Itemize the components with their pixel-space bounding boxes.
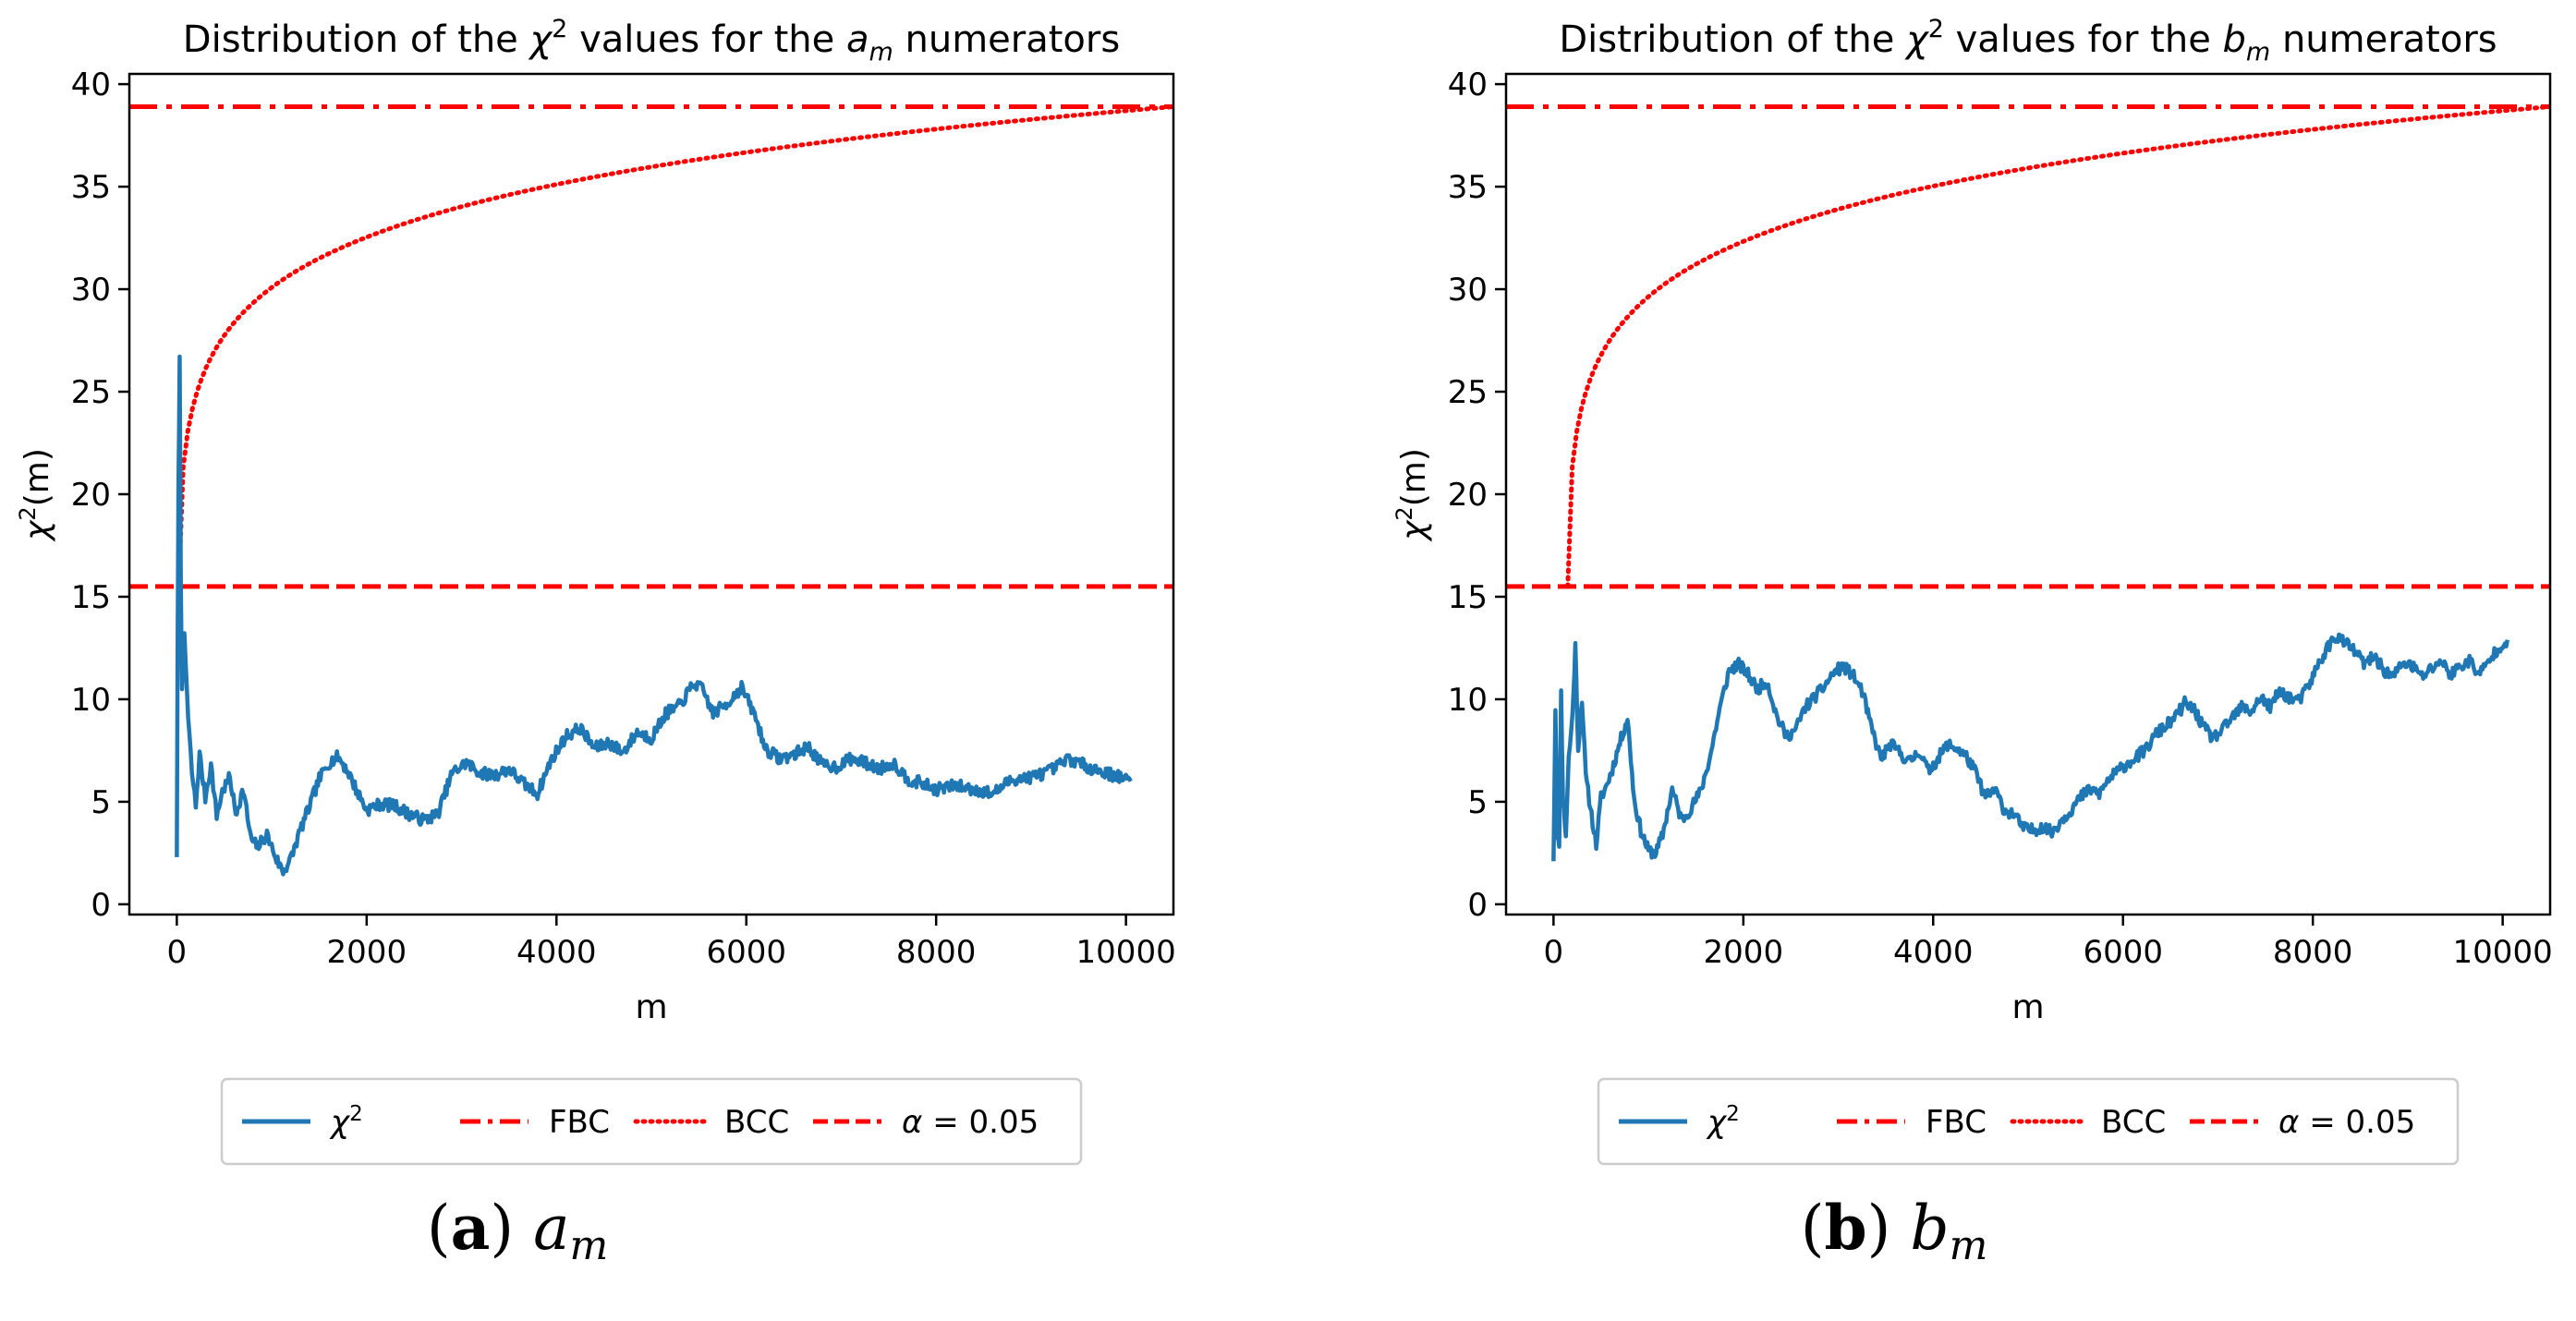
chi2-series bbox=[1551, 632, 2509, 862]
legend-bcc-text: BCC bbox=[724, 1104, 789, 1141]
x-tick-label: 2000 bbox=[1704, 934, 1784, 971]
y-tick-label: 0 bbox=[91, 887, 111, 924]
caption-a: (a) am bbox=[426, 1192, 609, 1269]
x-axis-label-a: m bbox=[635, 988, 667, 1026]
title-text-1: Distribution of the bbox=[1559, 18, 1906, 61]
x-tick-label: 10000 bbox=[2453, 934, 2553, 971]
title-text-2: values for the bbox=[1944, 18, 2223, 61]
title-text-3: numerators bbox=[893, 18, 1120, 61]
y-tick-label: 5 bbox=[91, 784, 111, 821]
title-text-1: Distribution of the bbox=[183, 18, 530, 61]
ylabel-chi-symbol: χ bbox=[1395, 519, 1433, 542]
ylabel-argument: (m) bbox=[1395, 448, 1433, 506]
y-tick-label: 15 bbox=[1448, 579, 1488, 616]
y-axis-label-a: χ2(m) bbox=[15, 448, 56, 542]
legend-label-chi2: χ2 bbox=[329, 1102, 363, 1141]
x-tick-label: 6000 bbox=[2083, 934, 2163, 971]
ylabel-superscript: 2 bbox=[1391, 506, 1417, 520]
legend-label-chi2: χ2 bbox=[1706, 1102, 1740, 1141]
legend-alpha-symbol: α bbox=[2278, 1104, 2299, 1141]
legend-bcc-text: BCC bbox=[2101, 1104, 2166, 1141]
bcc-curve bbox=[176, 104, 1173, 589]
y-axis-label-b: χ2(m) bbox=[1391, 448, 1433, 542]
y-tick-label: 30 bbox=[71, 272, 111, 309]
plot-area-a bbox=[129, 104, 1173, 877]
legend-alpha-symbol: α bbox=[902, 1104, 922, 1141]
legend-chi-superscript: 2 bbox=[1726, 1102, 1740, 1126]
y-tick-label: 10 bbox=[1448, 682, 1488, 719]
legend-label-alpha: α = 0.05 bbox=[2278, 1104, 2415, 1141]
x-tick-label: 0 bbox=[1544, 934, 1564, 971]
plot-b: Distribution of the χ2 values for the bm… bbox=[1391, 15, 2553, 1166]
legend-label-bcc: BCC bbox=[724, 1104, 789, 1141]
x-tick-label: 0 bbox=[167, 934, 188, 971]
legend-alpha-value: = 0.05 bbox=[2299, 1104, 2415, 1141]
x-tick-label: 8000 bbox=[2273, 934, 2353, 971]
y-tick-label: 20 bbox=[1448, 477, 1488, 514]
legend-label-alpha: α = 0.05 bbox=[902, 1104, 1039, 1141]
legend-label-fbc: FBC bbox=[549, 1104, 610, 1141]
y-tick-label: 25 bbox=[1448, 374, 1488, 411]
title-text-2: values for the bbox=[567, 18, 846, 61]
title-chi-symbol: χ bbox=[529, 18, 553, 61]
x-axis-label-b: m bbox=[2011, 988, 2044, 1026]
x-tick-label: 4000 bbox=[516, 934, 597, 971]
legend-fbc-text: FBC bbox=[1926, 1104, 1987, 1141]
caption-b-symbol: b bbox=[1910, 1193, 1950, 1264]
caption-a-letter: a bbox=[450, 1192, 491, 1264]
y-tick-label: 5 bbox=[1467, 784, 1488, 821]
y-tick-label: 35 bbox=[71, 169, 111, 206]
caption-b-letter: b bbox=[1824, 1192, 1867, 1264]
y-tick-label: 30 bbox=[1448, 272, 1488, 309]
title-variable-subscript: m bbox=[2246, 38, 2270, 67]
bcc-curve bbox=[1565, 104, 2550, 589]
y-tick-label: 40 bbox=[71, 67, 111, 103]
x-tick-label: 8000 bbox=[896, 934, 977, 971]
title-variable: a bbox=[846, 18, 869, 61]
y-tick-label: 0 bbox=[1467, 887, 1488, 924]
legend-label-bcc: BCC bbox=[2101, 1104, 2166, 1141]
caption-b-subscript: m bbox=[1949, 1222, 1988, 1269]
legend-alpha-value: = 0.05 bbox=[922, 1104, 1039, 1141]
caption-a-symbol: a bbox=[533, 1193, 570, 1264]
y-tick-label: 40 bbox=[1448, 67, 1488, 103]
chi2-series bbox=[175, 354, 1133, 877]
title-variable-subscript: m bbox=[869, 38, 893, 67]
x-tick-label: 10000 bbox=[1076, 934, 1176, 971]
title-chi-superscript: 2 bbox=[552, 15, 567, 43]
title-chi-symbol: χ bbox=[1904, 18, 1929, 61]
plot-area-b bbox=[1506, 104, 2550, 862]
ylabel-superscript: 2 bbox=[15, 506, 41, 520]
legend-chi-symbol: χ bbox=[1706, 1104, 1728, 1141]
caption-b: (b) bm bbox=[1800, 1192, 1988, 1269]
y-tick-label: 15 bbox=[71, 579, 111, 616]
axes-frame-a bbox=[128, 72, 1175, 916]
legend-b: χ2 FBC BCC α = 0.05 bbox=[1597, 1077, 2460, 1166]
y-tick-label: 25 bbox=[71, 374, 111, 411]
x-tick-label: 4000 bbox=[1893, 934, 1974, 971]
ylabel-argument: (m) bbox=[18, 448, 56, 506]
x-tick-label: 6000 bbox=[706, 934, 786, 971]
legend-a: χ2 FBC BCC α = 0.05 bbox=[220, 1077, 1083, 1166]
chart-title-a: Distribution of the χ2 values for the am… bbox=[183, 15, 1120, 67]
title-variable: b bbox=[2223, 18, 2246, 61]
y-tick-label: 35 bbox=[1448, 169, 1488, 206]
legend-chi-superscript: 2 bbox=[349, 1102, 363, 1126]
plot-a: Distribution of the χ2 values for the am… bbox=[15, 15, 1176, 1166]
ylabel-chi-symbol: χ bbox=[18, 519, 56, 542]
chart-title-b: Distribution of the χ2 values for the bm… bbox=[1559, 15, 2497, 67]
title-chi-superscript: 2 bbox=[1928, 15, 1944, 43]
caption-a-subscript: m bbox=[569, 1222, 609, 1269]
legend-label-fbc: FBC bbox=[1926, 1104, 1987, 1141]
legend-chi-symbol: χ bbox=[329, 1104, 351, 1141]
title-text-3: numerators bbox=[2270, 18, 2497, 61]
axes-frame-b bbox=[1504, 72, 2552, 916]
legend-fbc-text: FBC bbox=[549, 1104, 610, 1141]
y-tick-label: 20 bbox=[71, 477, 111, 514]
y-tick-label: 10 bbox=[71, 682, 111, 719]
x-tick-label: 2000 bbox=[327, 934, 407, 971]
